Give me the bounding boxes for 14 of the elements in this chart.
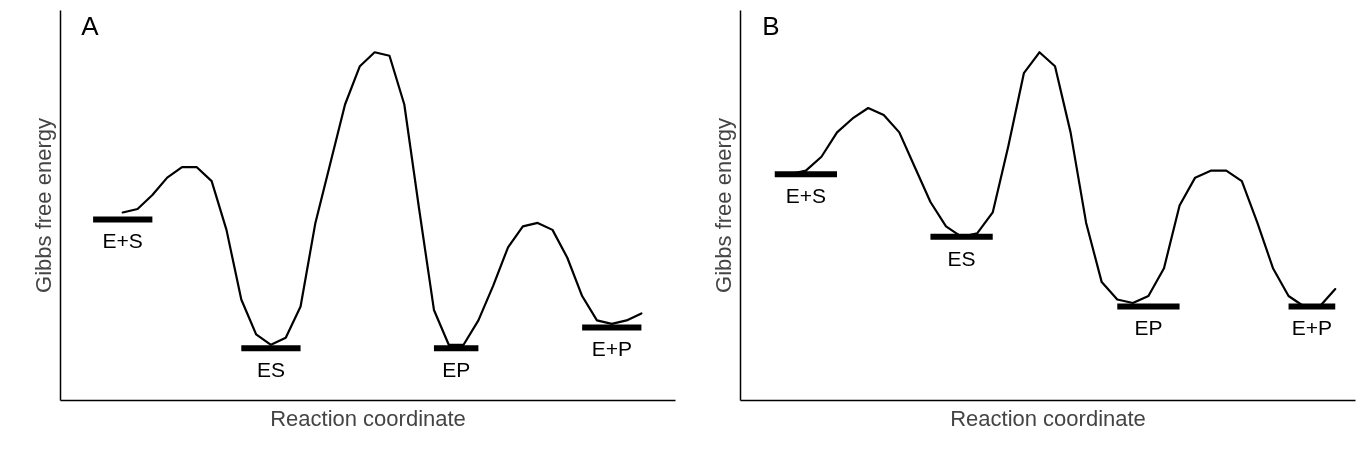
chart-title: B bbox=[762, 10, 780, 41]
series-label: EP bbox=[1134, 316, 1163, 340]
x-axis-title: Reaction coordinate bbox=[270, 405, 466, 431]
series-label: E+S bbox=[102, 229, 143, 253]
series-label: ES bbox=[256, 358, 285, 382]
series-label: ES bbox=[947, 246, 976, 270]
series-label: E+P bbox=[591, 337, 632, 361]
y-axis-title: Gibbs free energy bbox=[710, 118, 736, 293]
y-axis-title: Gibbs free energy bbox=[30, 118, 56, 293]
series-label: EP bbox=[442, 358, 471, 382]
chart-title: A bbox=[81, 10, 100, 41]
series-label: E+P bbox=[1291, 316, 1333, 340]
series-label: E+S bbox=[785, 184, 827, 208]
x-axis-title: Reaction coordinate bbox=[950, 405, 1146, 431]
